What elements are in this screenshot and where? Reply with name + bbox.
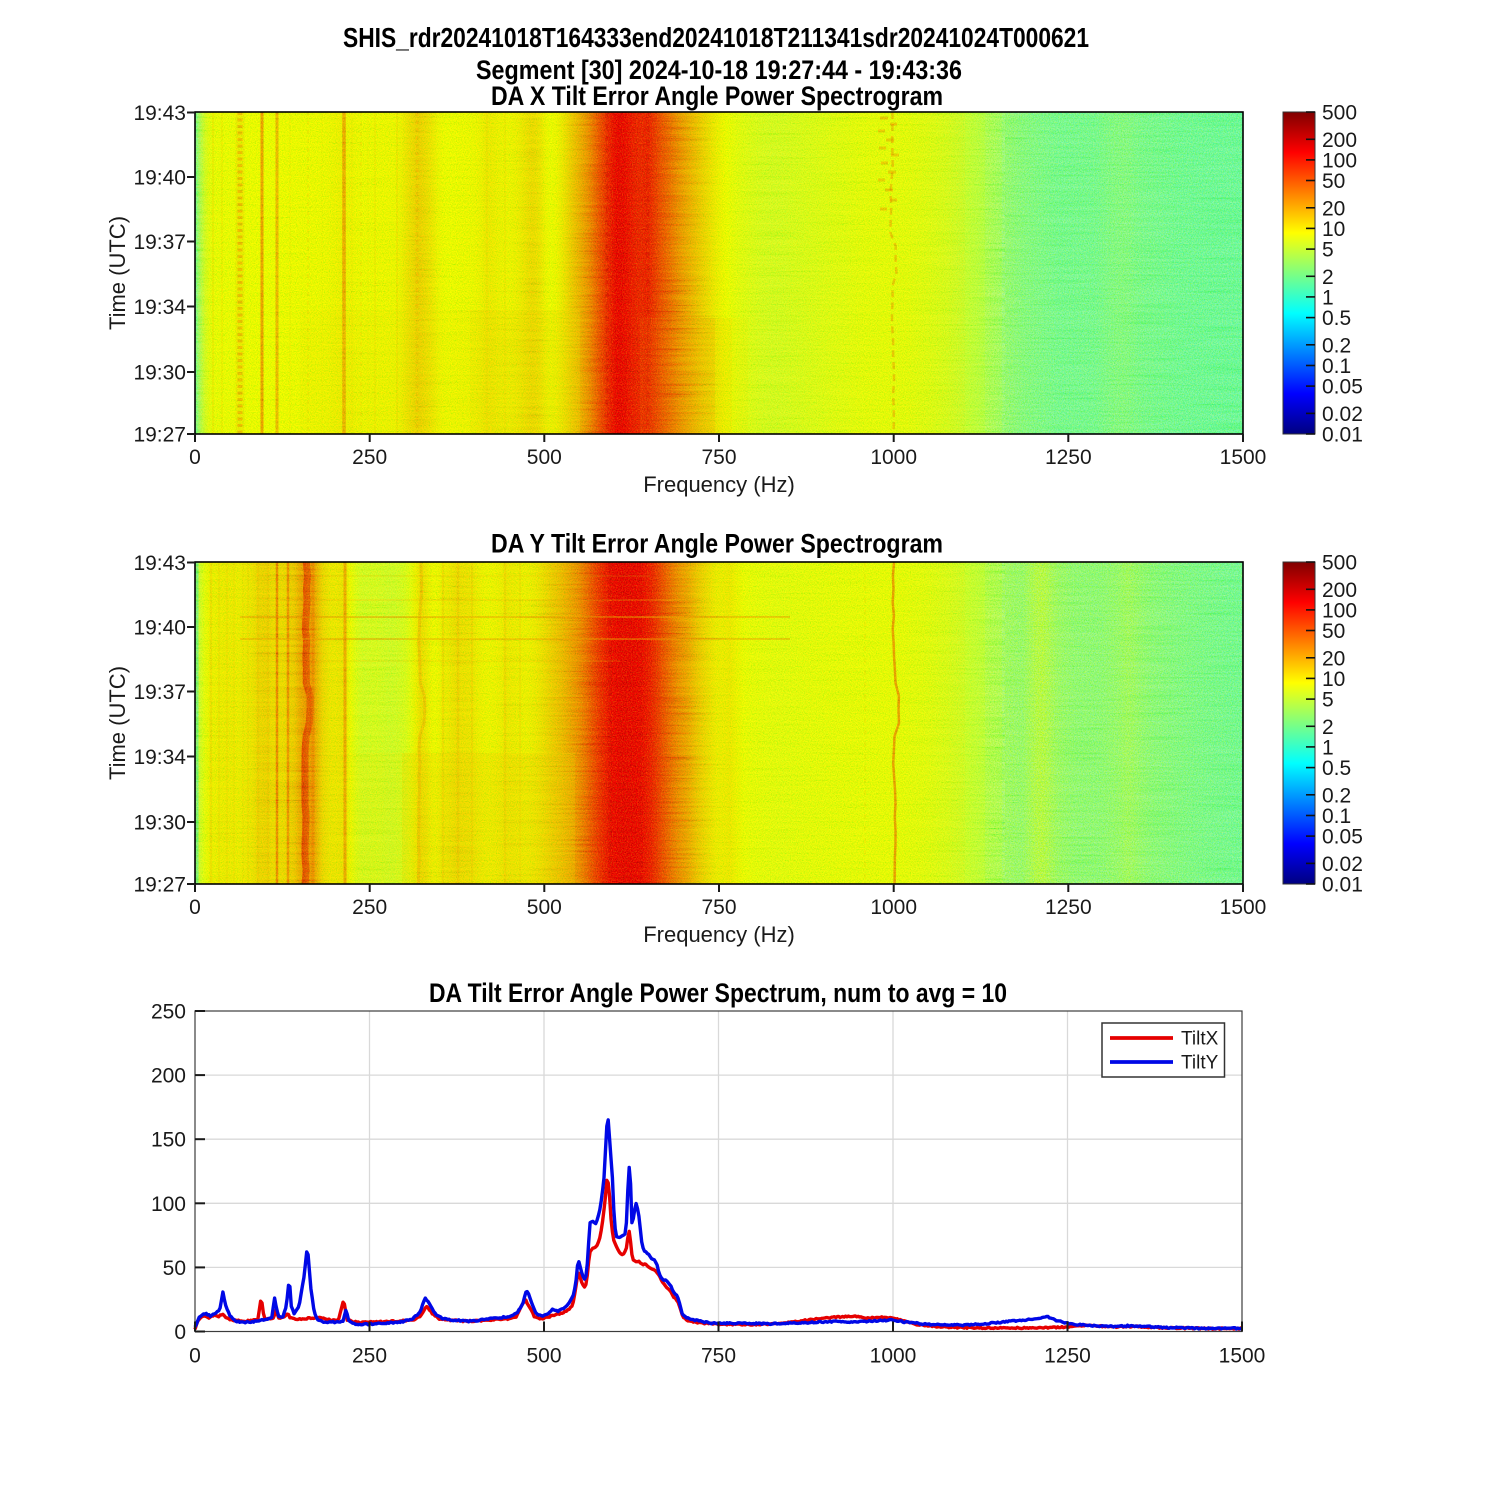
svg-text:500: 500: [1322, 102, 1357, 125]
svg-text:1000: 1000: [870, 896, 917, 919]
svg-text:0.5: 0.5: [1322, 307, 1351, 330]
svg-text:500: 500: [1322, 552, 1357, 575]
svg-text:0: 0: [189, 1345, 201, 1368]
svg-text:1: 1: [1322, 736, 1334, 759]
svg-text:500: 500: [527, 446, 562, 469]
svg-text:0.01: 0.01: [1322, 874, 1363, 897]
svg-text:1: 1: [1322, 286, 1334, 309]
svg-text:10: 10: [1322, 668, 1345, 691]
svg-text:1250: 1250: [1045, 896, 1092, 919]
svg-text:5: 5: [1322, 239, 1334, 262]
svg-text:100: 100: [1322, 149, 1357, 172]
svg-text:0.1: 0.1: [1322, 805, 1351, 828]
svg-text:19:34: 19:34: [133, 296, 186, 319]
svg-text:1000: 1000: [870, 446, 917, 469]
svg-text:19:43: 19:43: [133, 102, 186, 125]
svg-text:0: 0: [174, 1321, 186, 1344]
svg-text:750: 750: [701, 446, 736, 469]
svg-text:2: 2: [1322, 266, 1334, 289]
svg-text:150: 150: [151, 1129, 186, 1152]
svg-text:0.05: 0.05: [1322, 826, 1363, 849]
svg-text:TiltX: TiltX: [1181, 1029, 1219, 1050]
svg-text:0.2: 0.2: [1322, 334, 1351, 357]
svg-text:Frequency (Hz): Frequency (Hz): [643, 472, 795, 497]
svg-text:DA X Tilt Error Angle Power Sp: DA X Tilt Error Angle Power Spectrogram: [491, 81, 943, 111]
svg-text:200: 200: [151, 1065, 186, 1088]
svg-text:Frequency (Hz): Frequency (Hz): [643, 922, 795, 947]
svg-text:TiltY: TiltY: [1181, 1053, 1219, 1074]
svg-text:20: 20: [1322, 197, 1345, 220]
svg-text:10: 10: [1322, 218, 1345, 241]
svg-text:19:30: 19:30: [133, 812, 186, 835]
svg-text:19:37: 19:37: [133, 231, 186, 254]
svg-text:20: 20: [1322, 647, 1345, 670]
svg-text:200: 200: [1322, 129, 1357, 152]
svg-text:19:43: 19:43: [133, 552, 186, 575]
svg-text:0: 0: [189, 446, 201, 469]
svg-text:19:27: 19:27: [133, 874, 186, 897]
svg-text:100: 100: [1322, 599, 1357, 622]
svg-text:250: 250: [352, 1345, 387, 1368]
svg-text:250: 250: [352, 896, 387, 919]
svg-text:250: 250: [151, 1001, 186, 1024]
svg-text:250: 250: [352, 446, 387, 469]
svg-text:0.01: 0.01: [1322, 424, 1363, 447]
svg-text:50: 50: [163, 1257, 186, 1280]
svg-text:1250: 1250: [1044, 1345, 1091, 1368]
svg-text:2: 2: [1322, 716, 1334, 739]
svg-text:500: 500: [527, 896, 562, 919]
svg-text:5: 5: [1322, 689, 1334, 712]
svg-text:19:40: 19:40: [133, 167, 186, 190]
svg-text:19:30: 19:30: [133, 362, 186, 385]
svg-text:0.2: 0.2: [1322, 784, 1351, 807]
svg-text:19:27: 19:27: [133, 424, 186, 447]
svg-text:1500: 1500: [1219, 1345, 1266, 1368]
svg-text:1250: 1250: [1045, 446, 1092, 469]
svg-text:0.5: 0.5: [1322, 757, 1351, 780]
svg-text:50: 50: [1322, 170, 1345, 193]
svg-text:0.05: 0.05: [1322, 376, 1363, 399]
svg-text:Time (UTC): Time (UTC): [105, 216, 130, 330]
svg-text:1500: 1500: [1220, 896, 1267, 919]
svg-text:500: 500: [526, 1345, 561, 1368]
svg-text:19:40: 19:40: [133, 617, 186, 640]
svg-text:Segment [30] 2024-10-18 19:27:: Segment [30] 2024-10-18 19:27:44 - 19:43…: [476, 55, 962, 85]
svg-text:50: 50: [1322, 620, 1345, 643]
svg-text:1500: 1500: [1220, 446, 1267, 469]
svg-text:750: 750: [701, 896, 736, 919]
svg-text:200: 200: [1322, 579, 1357, 602]
svg-text:100: 100: [151, 1193, 186, 1216]
svg-text:0.02: 0.02: [1322, 853, 1363, 876]
svg-text:DA Tilt Error Angle Power Spec: DA Tilt Error Angle Power Spectrum, num …: [429, 978, 1007, 1008]
svg-text:0: 0: [189, 896, 201, 919]
svg-text:19:34: 19:34: [133, 746, 186, 769]
svg-text:SHIS_rdr20241018T164333end2024: SHIS_rdr20241018T164333end20241018T21134…: [343, 22, 1089, 53]
svg-text:Time (UTC): Time (UTC): [105, 666, 130, 780]
svg-text:750: 750: [701, 1345, 736, 1368]
svg-text:0.1: 0.1: [1322, 355, 1351, 378]
svg-text:19:37: 19:37: [133, 681, 186, 704]
svg-text:1000: 1000: [870, 1345, 917, 1368]
svg-text:0.02: 0.02: [1322, 403, 1363, 426]
svg-text:DA Y Tilt Error Angle Power Sp: DA Y Tilt Error Angle Power Spectrogram: [491, 529, 943, 559]
